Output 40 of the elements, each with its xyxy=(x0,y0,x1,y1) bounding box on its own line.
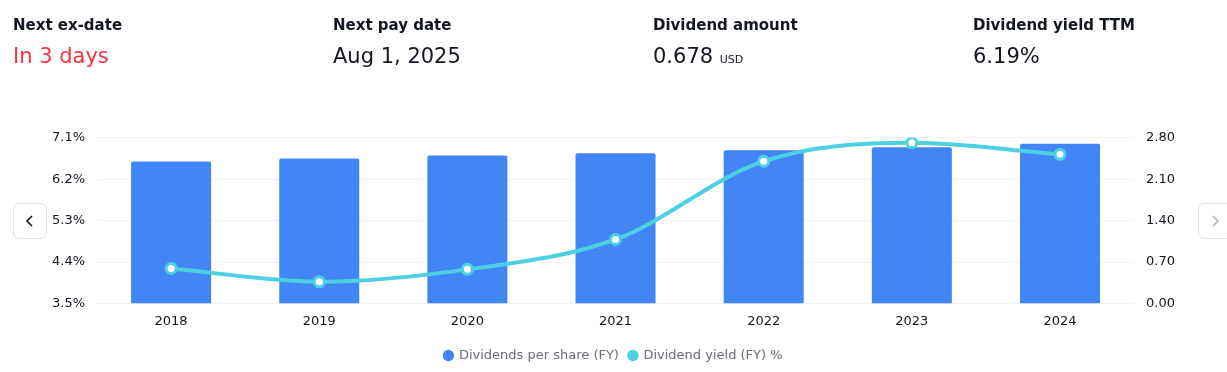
point xyxy=(757,154,771,168)
bar xyxy=(131,161,212,304)
bar xyxy=(871,147,952,304)
bar xyxy=(723,150,804,304)
y2-tick-label: 2.80 xyxy=(1146,129,1176,145)
point xyxy=(312,275,326,289)
x-tick-label: 2024 xyxy=(1043,312,1077,328)
y2-tick-label: 0.70 xyxy=(1146,253,1176,269)
text: Next pay date xyxy=(333,16,453,34)
text: In 3 days xyxy=(13,44,110,68)
bar xyxy=(427,155,508,304)
point xyxy=(460,262,474,276)
y-tick-label: 5.3% xyxy=(52,211,86,227)
y2-tick-label: 2.10 xyxy=(1146,170,1176,186)
point xyxy=(164,261,178,275)
legend-label: Dividend yield (FY) % xyxy=(643,346,783,362)
point xyxy=(1053,147,1067,161)
x-tick-label: 2022 xyxy=(747,312,781,328)
x-tick-label: 2023 xyxy=(895,312,929,328)
y-tick-label: 7.1% xyxy=(52,129,86,145)
legend-label: Dividends per share (FY) xyxy=(458,346,619,362)
bar xyxy=(575,153,656,304)
text: Dividend yield TTM xyxy=(973,16,1135,34)
x-tick-label: 2021 xyxy=(598,312,633,328)
text: Aug 1, 2025 xyxy=(333,44,461,68)
text: 6.19% xyxy=(973,44,1041,68)
point xyxy=(609,232,623,246)
bar xyxy=(1019,143,1100,304)
y2-tick-label: 0.00 xyxy=(1146,294,1176,310)
point xyxy=(905,137,919,150)
y-tick-label: 6.2% xyxy=(52,170,86,186)
y-tick-label: 4.4% xyxy=(52,253,86,269)
text: Next ex-date xyxy=(13,16,123,34)
x-tick-label: 2019 xyxy=(302,312,336,328)
text: Dividend amount xyxy=(653,16,798,34)
y2-tick-label: 1.40 xyxy=(1146,211,1176,227)
y-tick-label: 3.5% xyxy=(52,294,86,310)
bar xyxy=(279,158,360,304)
x-tick-label: 2020 xyxy=(450,312,484,328)
x-tick-label: 2018 xyxy=(154,312,188,328)
